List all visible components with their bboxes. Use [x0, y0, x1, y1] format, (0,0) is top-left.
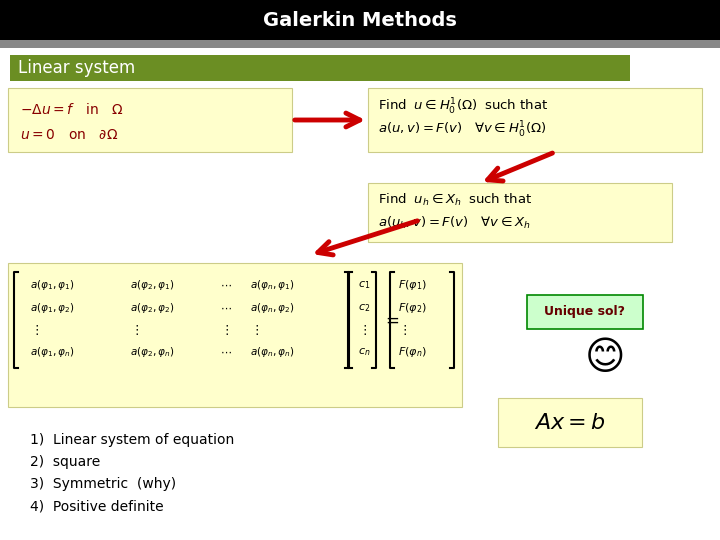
Text: $a(\varphi_2,\varphi_n)$: $a(\varphi_2,\varphi_n)$ — [130, 345, 174, 359]
Text: $\vdots$: $\vdots$ — [30, 323, 39, 337]
Text: $\vdots$: $\vdots$ — [130, 323, 139, 337]
Text: $\cdots$: $\cdots$ — [220, 347, 232, 357]
Text: $a(\varphi_n,\varphi_n)$: $a(\varphi_n,\varphi_n)$ — [250, 345, 294, 359]
Text: $F(\varphi_2)$: $F(\varphi_2)$ — [398, 301, 427, 315]
FancyBboxPatch shape — [498, 398, 642, 447]
Text: $\vdots$: $\vdots$ — [250, 323, 259, 337]
Text: $a(\varphi_2,\varphi_2)$: $a(\varphi_2,\varphi_2)$ — [130, 301, 174, 315]
Text: Linear system: Linear system — [18, 59, 135, 77]
FancyBboxPatch shape — [368, 88, 702, 152]
Text: $\vdots$: $\vdots$ — [220, 323, 229, 337]
Text: $=$: $=$ — [382, 311, 400, 329]
Text: $-\Delta u = f \quad \mathrm{in} \quad \Omega$: $-\Delta u = f \quad \mathrm{in} \quad \… — [20, 103, 124, 118]
Text: 3)  Symmetric  (why): 3) Symmetric (why) — [30, 477, 176, 491]
FancyBboxPatch shape — [8, 263, 462, 407]
Text: 1)  Linear system of equation: 1) Linear system of equation — [30, 433, 234, 447]
Text: $Ax = b$: $Ax = b$ — [534, 413, 606, 433]
Text: $F(\varphi_n)$: $F(\varphi_n)$ — [398, 345, 427, 359]
FancyBboxPatch shape — [8, 88, 292, 152]
Text: $a(\varphi_n,\varphi_1)$: $a(\varphi_n,\varphi_1)$ — [250, 278, 294, 292]
Text: 4)  Positive definite: 4) Positive definite — [30, 499, 163, 513]
Text: $a(\varphi_1,\varphi_2)$: $a(\varphi_1,\varphi_2)$ — [30, 301, 74, 315]
Text: $\cdots$: $\cdots$ — [220, 303, 232, 313]
FancyBboxPatch shape — [368, 183, 672, 242]
Text: $c_2$: $c_2$ — [358, 302, 370, 314]
Text: Galerkin Methods: Galerkin Methods — [263, 10, 457, 30]
Text: Find $\; u \in H^1_0(\Omega) \;$ such that: Find $\; u \in H^1_0(\Omega) \;$ such th… — [378, 97, 548, 117]
Text: 😊: 😊 — [585, 339, 625, 377]
Text: $u = 0 \quad \mathrm{on} \quad \partial\Omega$: $u = 0 \quad \mathrm{on} \quad \partial\… — [20, 128, 118, 142]
Text: $a(\varphi_1,\varphi_1)$: $a(\varphi_1,\varphi_1)$ — [30, 278, 74, 292]
FancyBboxPatch shape — [10, 55, 630, 81]
Text: $c_1$: $c_1$ — [358, 279, 370, 291]
Text: Unique sol?: Unique sol? — [544, 306, 626, 319]
Text: $a(\varphi_2,\varphi_1)$: $a(\varphi_2,\varphi_1)$ — [130, 278, 174, 292]
Text: $a(u_h,v) = F(v) \quad \forall v \in X_h$: $a(u_h,v) = F(v) \quad \forall v \in X_h… — [378, 215, 531, 231]
Text: 2)  square: 2) square — [30, 455, 100, 469]
FancyBboxPatch shape — [527, 295, 643, 329]
Text: $\vdots$: $\vdots$ — [398, 323, 407, 337]
Text: $c_n$: $c_n$ — [358, 346, 371, 358]
Text: $\vdots$: $\vdots$ — [358, 323, 367, 337]
FancyBboxPatch shape — [0, 40, 720, 48]
FancyBboxPatch shape — [0, 0, 720, 40]
Text: $a(u,v) = F(v) \quad \forall v \in H^1_0(\Omega)$: $a(u,v) = F(v) \quad \forall v \in H^1_0… — [378, 120, 546, 140]
Text: Find $\; u_h \in X_h \;$ such that: Find $\; u_h \in X_h \;$ such that — [378, 192, 532, 208]
Text: $\cdots$: $\cdots$ — [220, 280, 232, 290]
Text: $F(\varphi_1)$: $F(\varphi_1)$ — [398, 278, 427, 292]
Text: $a(\varphi_n,\varphi_2)$: $a(\varphi_n,\varphi_2)$ — [250, 301, 294, 315]
Text: $a(\varphi_1,\varphi_n)$: $a(\varphi_1,\varphi_n)$ — [30, 345, 74, 359]
